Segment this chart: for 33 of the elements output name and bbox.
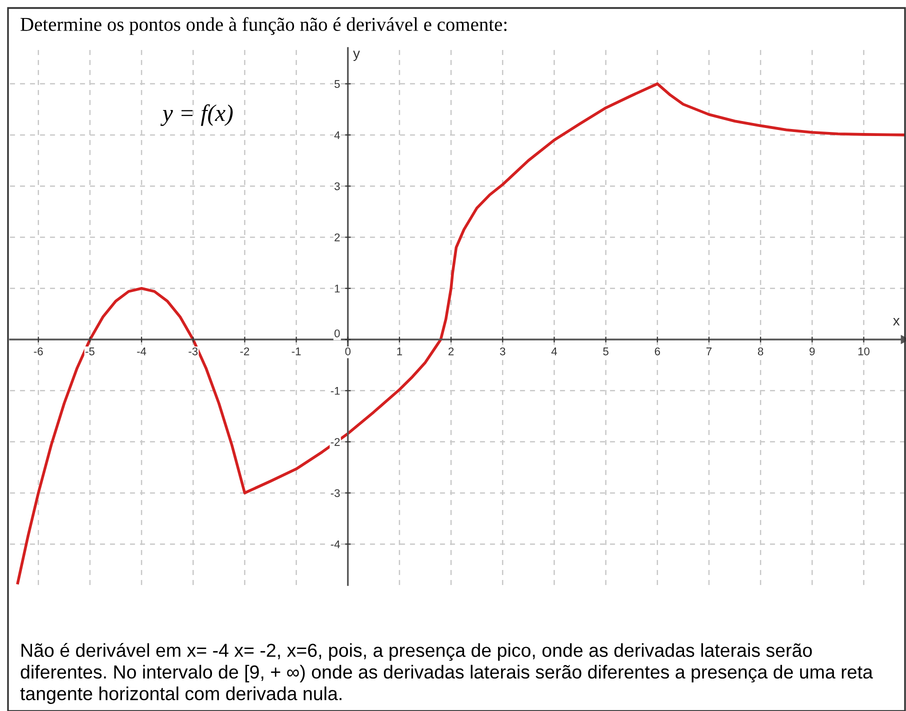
x-tick-label: 8: [758, 347, 764, 356]
line-series: [16, 82, 905, 584]
y-tick-label: 1: [334, 284, 340, 292]
chart-title: Determine os pontos onde à função não é derivável e comente:: [20, 17, 507, 35]
annotation: y = f(x): [160, 104, 233, 126]
y-tick-label: -4: [330, 540, 340, 548]
x-tick-label: -5: [86, 348, 94, 356]
x-tick-label: 3: [500, 347, 506, 356]
x-axis-title: x: [893, 318, 900, 326]
x-tick-label: 0: [345, 347, 351, 356]
x-tick-label: 7: [706, 348, 712, 356]
x-tick-label: 2: [448, 347, 454, 356]
y-tick-label: -1: [330, 387, 340, 395]
y-tick-label: 0: [334, 329, 340, 338]
x-tick-label: -3: [188, 347, 198, 356]
x-tick-label: -4: [137, 348, 146, 356]
x-tick-label: 5: [603, 348, 608, 356]
y-tick-label: 5: [334, 80, 340, 88]
y-tick-label: -2: [330, 438, 340, 446]
x-tick-label: 6: [654, 347, 660, 356]
y-tick-label: 2: [334, 233, 340, 242]
y-axis-title: y: [353, 50, 360, 61]
y-tick-label: 4: [334, 131, 340, 139]
text: Não é derivável em x= -4 x= -2, x=6, pois, a presença de pico, onde as derivadas laterais serão diferentes. No intervalo de [9, + ∞) onde as derivadas laterais serão diferentes a presença de uma reta tangente horizontal com derivada nula.: [20, 643, 873, 704]
x-tick-label: 10: [858, 347, 870, 356]
x-tick-label: 4: [551, 348, 557, 356]
x-tick-label: -2: [240, 347, 250, 356]
x-tick-label: -1: [292, 348, 301, 356]
y-tick-label: 3: [334, 182, 340, 190]
y-tick-label: -3: [330, 489, 340, 498]
x-tick-label: -6: [34, 347, 43, 356]
x-tick-label: 1: [397, 348, 402, 356]
x-tick-label: 9: [810, 347, 815, 356]
